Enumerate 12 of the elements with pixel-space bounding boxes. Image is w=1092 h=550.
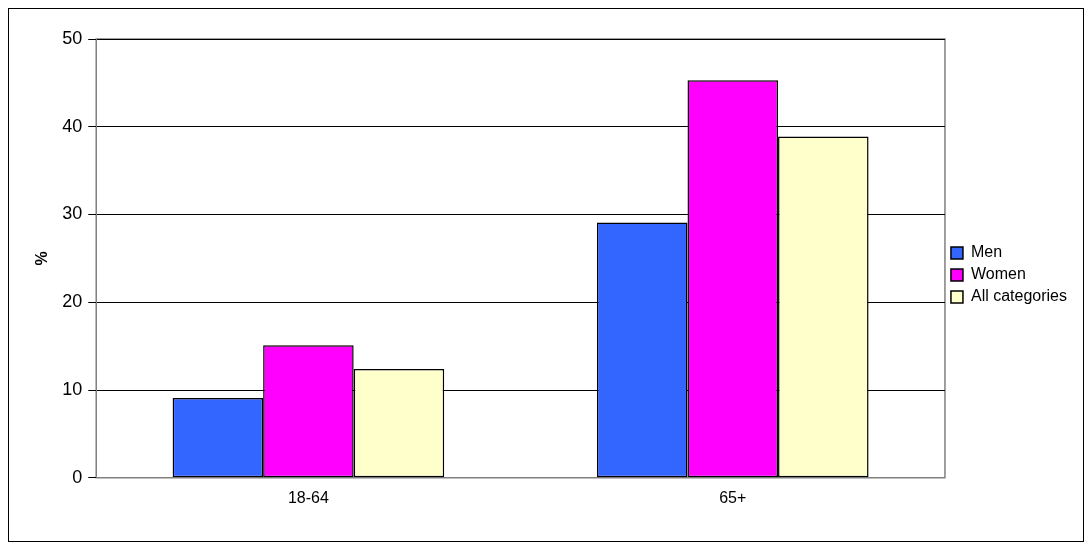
y-tick-label: 10 [62, 379, 83, 400]
x-tick-label: 18-64 [287, 488, 329, 506]
y-tick-label: 0 [72, 466, 83, 487]
legend-label: Men [970, 243, 1003, 261]
y-tick-label: 40 [62, 115, 83, 136]
legend-label: Women [970, 265, 1026, 283]
y-axis-title: % [33, 251, 51, 266]
y-tick-label: 50 [62, 27, 83, 48]
x-tick-label: 65+ [719, 488, 747, 506]
legend-label: All categories [970, 287, 1067, 305]
y-tick-label: 20 [62, 291, 83, 312]
y-tick-label: 30 [62, 203, 83, 224]
